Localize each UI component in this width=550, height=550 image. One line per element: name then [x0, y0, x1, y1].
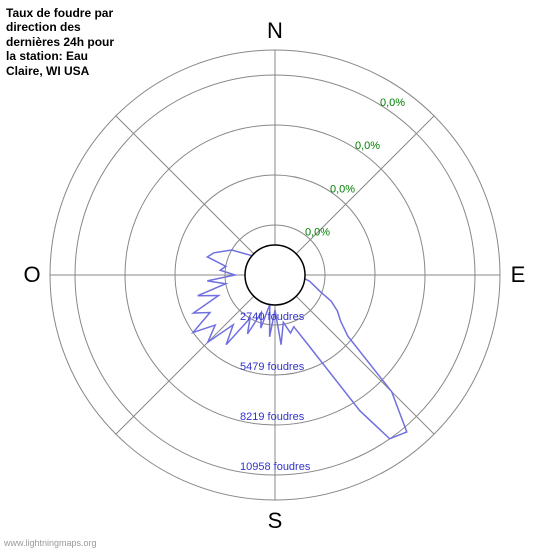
cardinal-s: S	[268, 508, 283, 533]
ring-label-rate: 0,0%	[305, 227, 330, 239]
center-hole	[245, 245, 305, 305]
ring-label-rate: 0,0%	[380, 97, 405, 109]
ring-label-count: 5479 foudres	[240, 361, 305, 373]
ring-label-rate: 0,0%	[330, 183, 355, 195]
footer-credit: www.lightningmaps.org	[4, 538, 97, 548]
grid-spoke	[116, 296, 254, 434]
ring-label-count: 10958 foudres	[240, 461, 311, 473]
grid-spoke	[116, 116, 254, 254]
cardinal-e: E	[511, 262, 526, 287]
ring-label-rate: 0,0%	[355, 140, 380, 152]
polar-chart: N S E O 0,0% 2740 foudres 0,0% 5479 foudres 0,0%…	[0, 0, 550, 550]
grid-spoke	[296, 296, 434, 434]
ring-label-count: 8219 foudres	[240, 411, 305, 423]
ring-label-count: 2740 foudres	[240, 311, 305, 323]
cardinal-w: O	[23, 262, 40, 287]
cardinal-n: N	[267, 18, 283, 43]
